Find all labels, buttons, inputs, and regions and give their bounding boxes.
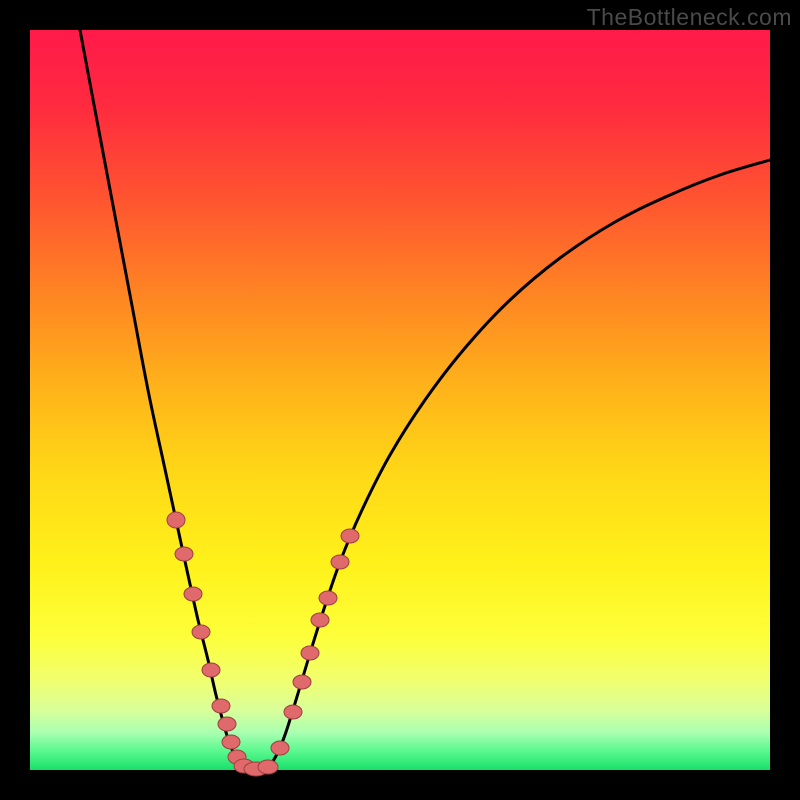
marker-point [271, 741, 289, 755]
plot-background [30, 30, 770, 770]
marker-point [293, 675, 311, 689]
marker-point [184, 587, 202, 601]
marker-point [218, 717, 236, 731]
marker-point [301, 646, 319, 660]
marker-point [319, 591, 337, 605]
marker-point [341, 529, 359, 543]
marker-point [222, 735, 240, 749]
marker-point [212, 699, 230, 713]
marker-point [202, 663, 220, 677]
marker-point [167, 512, 185, 528]
marker-point [331, 555, 349, 569]
marker-point [258, 760, 278, 774]
marker-point [284, 705, 302, 719]
marker-point [192, 625, 210, 639]
marker-point [175, 547, 193, 561]
bottleneck-chart [0, 0, 800, 800]
marker-point [311, 613, 329, 627]
watermark-text: TheBottleneck.com [587, 4, 792, 31]
